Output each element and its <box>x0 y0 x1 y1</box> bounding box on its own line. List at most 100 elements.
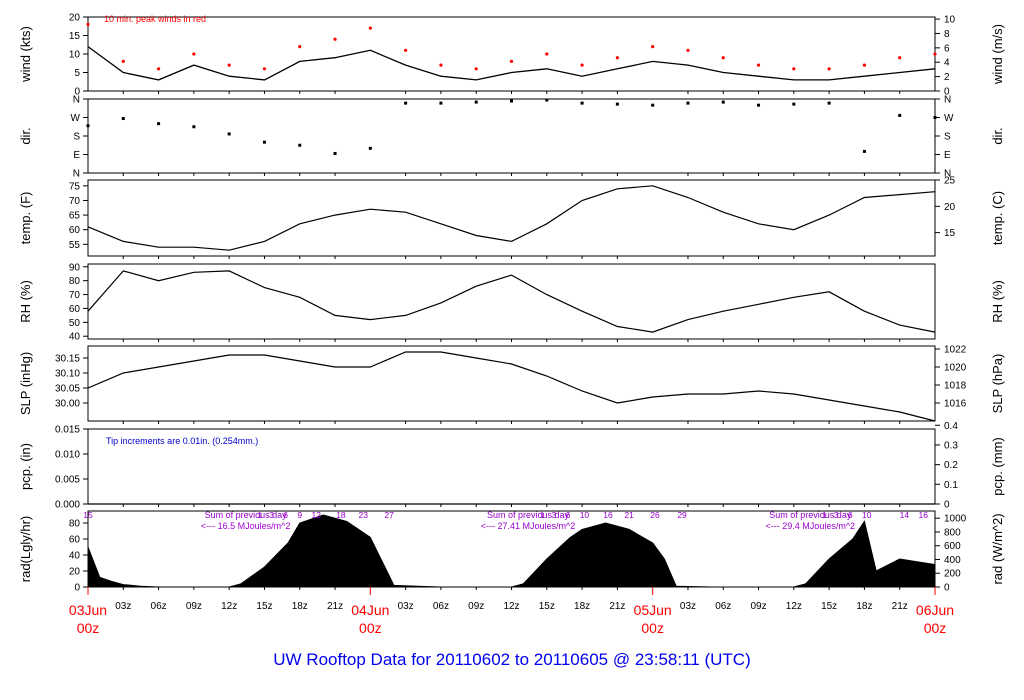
rad-ytick-label: 80 <box>69 519 81 530</box>
dir-ytick-label: N <box>73 169 80 180</box>
rad-sum-value: <--- 29.4 MJoules/m^2 <box>766 521 856 531</box>
wind-rtick-label: 10 <box>944 15 956 26</box>
wind-ytick-label: 10 <box>69 50 81 61</box>
dir-point <box>121 117 125 121</box>
pcp-ylabel: pcp. (in) <box>18 443 33 490</box>
dir-ylabel: dir. <box>18 127 33 144</box>
rad-sum-value: <--- 27.41 MJoules/m^2 <box>481 521 576 531</box>
x-axis: 03z 06z 09z 12z 15z 18z 21z 03z 06z 09z 12z 15z 18z 2… <box>69 587 954 636</box>
rad-top-label: 1 <box>257 510 262 520</box>
rad-ylabel-right: rad (W/m^2) <box>990 513 1005 584</box>
x-hour-label: 15z <box>539 601 555 612</box>
wind-peak-point <box>615 56 619 60</box>
slp-line <box>87 351 936 422</box>
x-hour-label: 15z <box>256 601 272 612</box>
rad-top-label: 1 <box>822 510 827 520</box>
wind-rtick-label: 0 <box>944 87 950 98</box>
slp-ylabel: SLP (inHg) <box>18 352 33 415</box>
dir-point <box>862 149 866 153</box>
wind-peak-point <box>580 63 584 67</box>
wind-rtick-label: 6 <box>944 43 950 54</box>
rad-top-label: 6 <box>848 510 853 520</box>
rad-sum-title: Sum of previous day <box>205 510 288 520</box>
wind-peak-point <box>862 63 867 67</box>
temp-ytick-label: 60 <box>69 225 81 236</box>
rad-ylabel: rad(Lgly/hr) <box>18 516 33 582</box>
rh-line <box>87 270 936 333</box>
wind-peak-point <box>827 67 831 71</box>
x-hour-label: 03z <box>398 601 414 612</box>
dir-ytick-label: E <box>73 150 80 161</box>
rad-sum-value: <--- 16.5 MJoules/m^2 <box>201 521 291 531</box>
wind-ytick-label: 0 <box>74 87 80 98</box>
x-day-time: 00z <box>924 620 947 636</box>
wind-ylabel-right: wind (m/s) <box>990 24 1005 85</box>
slp-ylabel-right: SLP (hPa) <box>990 354 1005 414</box>
rad-top-label: 6 <box>283 510 288 520</box>
dir-point <box>404 101 408 105</box>
x-hour-label: 21z <box>609 601 625 612</box>
rad-ytick-label: 40 <box>69 551 81 562</box>
temp-ytick-label: 65 <box>69 211 81 222</box>
x-hour-label: 18z <box>292 601 308 612</box>
dir-point <box>615 102 619 106</box>
x-hour-label: 12z <box>221 601 237 612</box>
x-hour-label: 21z <box>327 601 343 612</box>
wind-peak-point <box>792 67 796 71</box>
wind-rtick-label: 4 <box>944 58 950 69</box>
rh-panel: 40 50 60 70 80 90 RH (%) RH (%) <box>18 262 1005 342</box>
dir-point <box>157 122 161 126</box>
dir-ytick-label: W <box>71 113 81 124</box>
rad-top-label: 14 <box>900 510 910 520</box>
rad-sum-title: Sum of previous day <box>487 510 570 520</box>
rad-top-label: 18 <box>336 510 346 520</box>
pcp-ytick-label: 0.000 <box>55 500 80 511</box>
pcp-rtick-label: 0.4 <box>944 421 958 432</box>
rad-area <box>87 514 936 588</box>
rad-top-label: 15 <box>83 510 93 520</box>
wind-peak-point <box>298 45 302 49</box>
dir-point <box>545 98 549 102</box>
dir-point <box>333 151 337 155</box>
rad-top-label: 16 <box>603 510 613 520</box>
rh-ylabel-right: RH (%) <box>990 280 1005 323</box>
dir-point <box>227 132 231 136</box>
wind-peak-point <box>474 67 478 71</box>
wind-ytick-label: 5 <box>74 68 80 79</box>
temp-ylabel-right: temp. (C) <box>990 191 1005 245</box>
dir-ylabel-right: dir. <box>990 127 1005 144</box>
wind-ytick-label: 20 <box>69 13 81 24</box>
pcp-ytick-label: 0.005 <box>55 475 80 486</box>
rad-top-label: 26 <box>650 510 660 520</box>
wind-rtick-label: 2 <box>944 72 950 83</box>
x-hour-label: 06z <box>715 601 731 612</box>
x-hour-label: 12z <box>503 601 519 612</box>
pcp-ylabel-right: pcp. (mm) <box>990 437 1005 496</box>
wind-peak-point <box>262 67 267 71</box>
dir-point <box>262 140 266 144</box>
temp-ytick-label: 75 <box>69 181 81 192</box>
dir-point <box>686 101 690 105</box>
dir-point <box>721 100 725 104</box>
dir-rtick-label: W <box>944 113 954 124</box>
rad-top-label: 23 <box>359 510 369 520</box>
dir-point <box>757 103 761 107</box>
x-day-time: 00z <box>641 620 664 636</box>
rad-ytick-label: 60 <box>69 535 81 546</box>
wind-mean-line <box>87 46 936 81</box>
pcp-rtick-label: 0.2 <box>944 460 958 471</box>
x-hour-label: 03z <box>680 601 696 612</box>
slp-ytick-label: 30.00 <box>55 399 80 410</box>
temp-ylabel: temp. (F) <box>18 192 33 245</box>
wind-ylabel: wind (kts) <box>18 26 33 83</box>
pcp-rtick-label: 0.1 <box>944 480 958 491</box>
rad-top-label: 6 <box>566 510 571 520</box>
x-hour-label: 06z <box>433 601 449 612</box>
pcp-ytick-label: 0.010 <box>55 450 80 461</box>
x-hour-label: 18z <box>574 601 590 612</box>
wind-peak-point <box>439 63 443 67</box>
rad-top-label: 3 <box>551 510 556 520</box>
dir-point <box>827 101 831 105</box>
temp-ytick-label: 55 <box>69 240 81 251</box>
rad-ytick-label: 0 <box>74 583 80 594</box>
